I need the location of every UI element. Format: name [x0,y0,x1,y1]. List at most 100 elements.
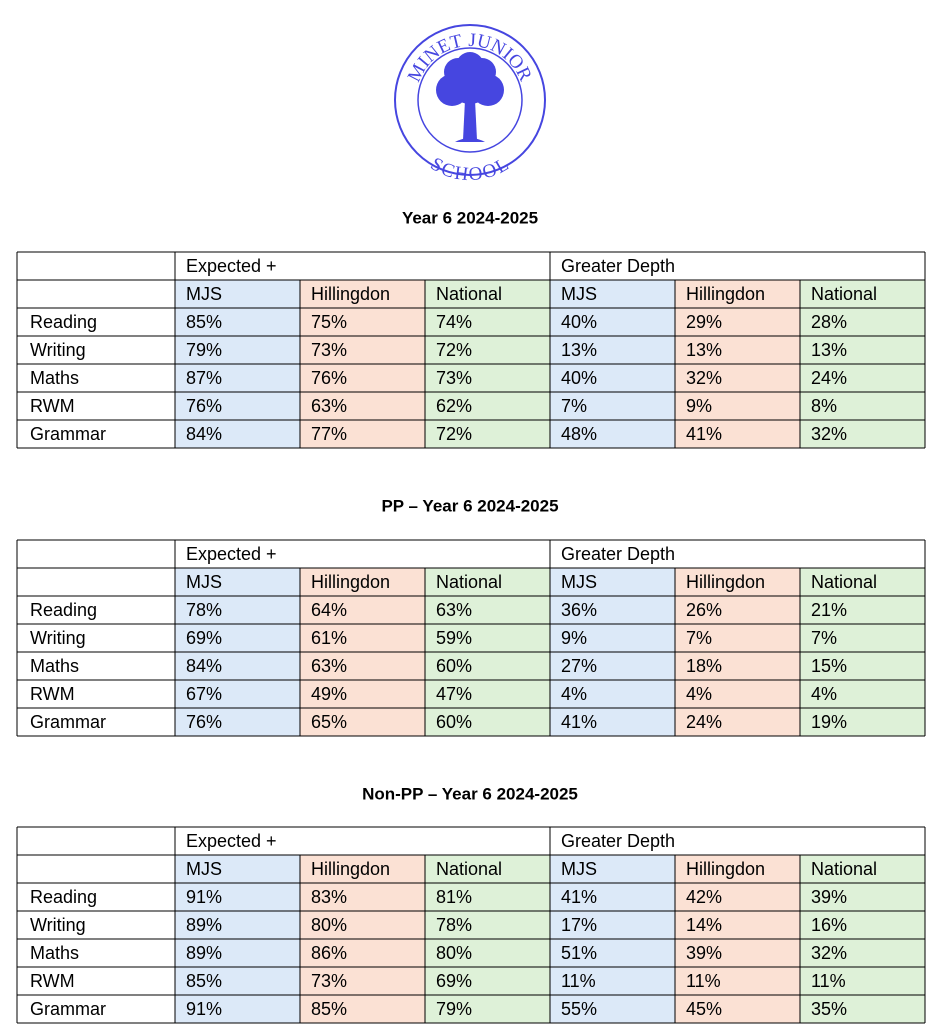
logo-inner-ring [417,47,523,153]
cell: 69% [436,971,472,991]
logo-bottom-text-path: SCHOOL [427,154,513,186]
logo-ring [394,24,546,176]
cell: 16% [811,915,847,935]
cell: 83% [311,887,347,907]
cell: 19% [811,712,847,732]
group-header: Expected + [186,831,277,851]
column-header: MJS [186,572,222,592]
group-header: Greater Depth [561,256,675,276]
group-header: Greater Depth [561,544,675,564]
cell: 13% [811,340,847,360]
cell: 45% [686,999,722,1019]
row-label: Writing [30,340,86,360]
cell: 26% [686,600,722,620]
cell: 80% [311,915,347,935]
row-label: Writing [30,915,86,935]
cell: 91% [186,887,222,907]
table-title: PP – Year 6 2024-2025 [381,496,558,515]
cell: 73% [311,971,347,991]
cell: 41% [686,424,722,444]
cell: 41% [561,712,597,732]
cell: 7% [811,628,837,648]
cell: 28% [811,312,847,332]
cell: 24% [686,712,722,732]
cell: 11% [561,971,596,991]
cell: 8% [811,396,837,416]
cell: 61% [311,628,347,648]
cell: 79% [186,340,222,360]
logo-bottom-text: SCHOOL [427,154,514,186]
cell: 85% [311,999,347,1019]
cell: 7% [561,396,587,416]
column-header: National [436,572,502,592]
cell: 84% [186,424,222,444]
cell: 39% [686,943,722,963]
cell: 74% [436,312,472,332]
cell: 64% [311,600,347,620]
column-header: MJS [561,284,597,304]
cell: 7% [686,628,712,648]
cell: 51% [561,943,597,963]
cell: 78% [186,600,222,620]
cell: 29% [686,312,722,332]
column-header: MJS [561,572,597,592]
cell: 65% [311,712,347,732]
cell: 89% [186,915,222,935]
column-header: Hillingdon [311,284,390,304]
cell: 35% [811,999,847,1019]
column-header: Hillingdon [686,859,765,879]
cell: 78% [436,915,472,935]
cell: 13% [561,340,597,360]
cell: 81% [436,887,472,907]
cell: 9% [686,396,712,416]
cell: 39% [811,887,847,907]
row-label: Maths [30,943,79,963]
row-label: RWM [30,684,75,704]
cell: 49% [311,684,347,704]
cell: 76% [186,712,222,732]
cell: 24% [811,368,847,388]
cell: 18% [686,656,722,676]
logo-tree [436,52,504,142]
cell: 14% [686,915,722,935]
cell: 75% [311,312,347,332]
column-header: National [811,284,877,304]
row-label: Writing [30,628,86,648]
group-header: Greater Depth [561,831,675,851]
cell: 80% [436,943,472,963]
row-label: Maths [30,368,79,388]
cell: 76% [311,368,347,388]
cell: 17% [561,915,597,935]
cell: 72% [436,424,472,444]
column-header: MJS [561,859,597,879]
cell: 91% [186,999,222,1019]
cell: 41% [561,887,597,907]
column-header: MJS [186,859,222,879]
cell: 89% [186,943,222,963]
cell: 21% [811,600,847,620]
column-header: National [436,859,502,879]
cell: 86% [311,943,347,963]
cell: 72% [436,340,472,360]
row-label: Reading [30,600,97,620]
cell: 63% [311,656,347,676]
column-header: National [811,859,877,879]
cell: 73% [311,340,347,360]
cell: 73% [436,368,472,388]
cell: 4% [686,684,712,704]
cell: 55% [561,999,597,1019]
cell: 13% [686,340,722,360]
table-title: Year 6 2024-2025 [402,208,538,227]
cell: 63% [311,396,347,416]
group-header: Expected + [186,256,277,276]
row-label: Grammar [30,424,106,444]
cell: 11% [811,971,846,991]
cell: 69% [186,628,222,648]
column-header: National [436,284,502,304]
column-header: Hillingdon [311,859,390,879]
cell: 11% [686,971,721,991]
cell: 87% [186,368,222,388]
cell: 63% [436,600,472,620]
cell: 42% [686,887,722,907]
